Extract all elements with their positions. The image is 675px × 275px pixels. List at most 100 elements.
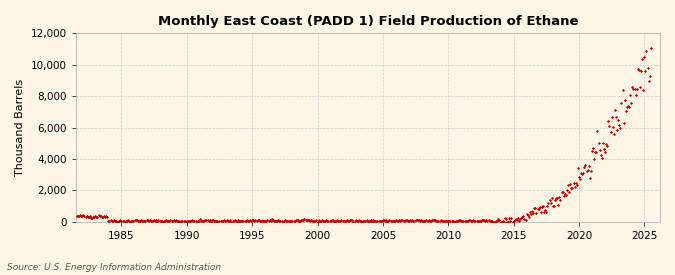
Point <box>269 219 279 224</box>
Point <box>139 219 150 224</box>
Point <box>480 219 491 223</box>
Point <box>461 218 472 223</box>
Point <box>371 218 382 223</box>
Point <box>388 219 399 223</box>
Point <box>612 128 622 133</box>
Point <box>79 213 90 218</box>
Point <box>505 219 516 223</box>
Point <box>541 210 551 214</box>
Point <box>159 219 169 223</box>
Point <box>611 115 622 119</box>
Point <box>281 218 292 223</box>
Point <box>477 218 487 222</box>
Point <box>202 218 213 222</box>
Point <box>107 219 118 224</box>
Point <box>537 204 548 208</box>
Point <box>244 218 255 223</box>
Point <box>215 219 226 224</box>
Point <box>126 218 136 223</box>
Point <box>196 218 207 223</box>
Point <box>191 219 202 224</box>
Point <box>228 218 239 223</box>
Point <box>335 218 346 223</box>
Point <box>483 217 494 222</box>
Point <box>510 218 520 222</box>
Point <box>574 177 585 182</box>
Point <box>84 214 95 218</box>
Point <box>361 218 372 222</box>
Point <box>404 219 414 223</box>
Point <box>86 216 97 220</box>
Point <box>588 146 599 150</box>
Point <box>475 218 486 223</box>
Point <box>225 218 236 222</box>
Point <box>444 218 455 223</box>
Point <box>171 219 182 223</box>
Point <box>528 211 539 216</box>
Point <box>420 219 431 223</box>
Point <box>331 218 342 222</box>
Point <box>116 218 127 223</box>
Point <box>178 219 189 223</box>
Point <box>357 219 368 224</box>
Point <box>549 204 560 209</box>
Point <box>645 74 655 79</box>
Point <box>185 219 196 223</box>
Point <box>446 219 457 223</box>
Point <box>334 219 345 223</box>
Point <box>132 219 143 224</box>
Title: Monthly East Coast (PADD 1) Field Production of Ethane: Monthly East Coast (PADD 1) Field Produc… <box>157 15 578 28</box>
Point <box>152 219 163 224</box>
Point <box>271 218 281 223</box>
Point <box>539 210 549 214</box>
Point <box>103 219 114 223</box>
Point <box>503 219 514 224</box>
Point <box>421 218 432 223</box>
Point <box>154 219 165 223</box>
Point <box>590 150 601 154</box>
Point <box>295 219 306 224</box>
Point <box>277 219 288 224</box>
Point <box>364 219 375 223</box>
Point <box>523 215 534 219</box>
Point <box>383 219 394 223</box>
Point <box>464 218 475 223</box>
Point <box>101 214 111 218</box>
Point <box>168 218 179 223</box>
Point <box>244 219 254 224</box>
Point <box>91 215 102 219</box>
Point <box>207 217 218 222</box>
Point <box>205 219 216 224</box>
Point <box>412 218 423 222</box>
Point <box>437 219 448 223</box>
Point <box>431 219 441 223</box>
Point <box>216 218 227 223</box>
Point <box>631 87 642 91</box>
Point <box>346 218 356 222</box>
Point <box>114 218 125 223</box>
Point <box>407 218 418 223</box>
Point <box>167 219 178 223</box>
Point <box>491 219 502 224</box>
Point <box>140 219 151 224</box>
Point <box>455 218 466 222</box>
Point <box>317 218 327 222</box>
Point <box>180 219 190 223</box>
Point <box>90 214 101 218</box>
Point <box>253 218 264 222</box>
Point <box>99 214 109 218</box>
Point <box>329 219 340 224</box>
Point <box>331 219 342 223</box>
Point <box>124 218 134 223</box>
Point <box>294 219 304 224</box>
Point <box>608 125 618 130</box>
Point <box>142 218 153 222</box>
Point <box>545 201 556 205</box>
Point <box>262 218 273 222</box>
Text: Source: U.S. Energy Information Administration: Source: U.S. Energy Information Administ… <box>7 263 221 272</box>
Point <box>242 218 253 223</box>
Point <box>425 219 435 224</box>
Point <box>184 219 194 223</box>
Point <box>171 218 182 222</box>
Point <box>352 218 363 223</box>
